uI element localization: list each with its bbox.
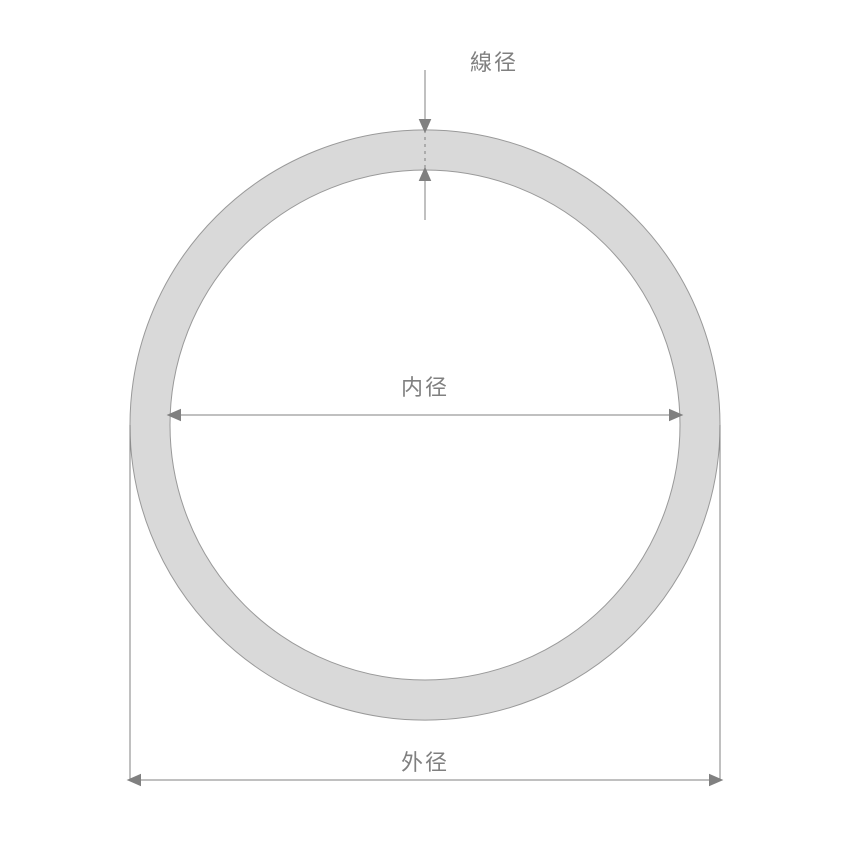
ring-dimension-diagram: 内径外径 線径: [0, 0, 850, 850]
wire-diameter-label: 線径: [470, 50, 518, 75]
inner-diameter-label: 内径: [401, 375, 449, 400]
outer-diameter-label: 外径: [401, 750, 449, 775]
